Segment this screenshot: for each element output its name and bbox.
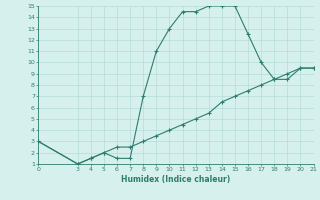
X-axis label: Humidex (Indice chaleur): Humidex (Indice chaleur) (121, 175, 231, 184)
